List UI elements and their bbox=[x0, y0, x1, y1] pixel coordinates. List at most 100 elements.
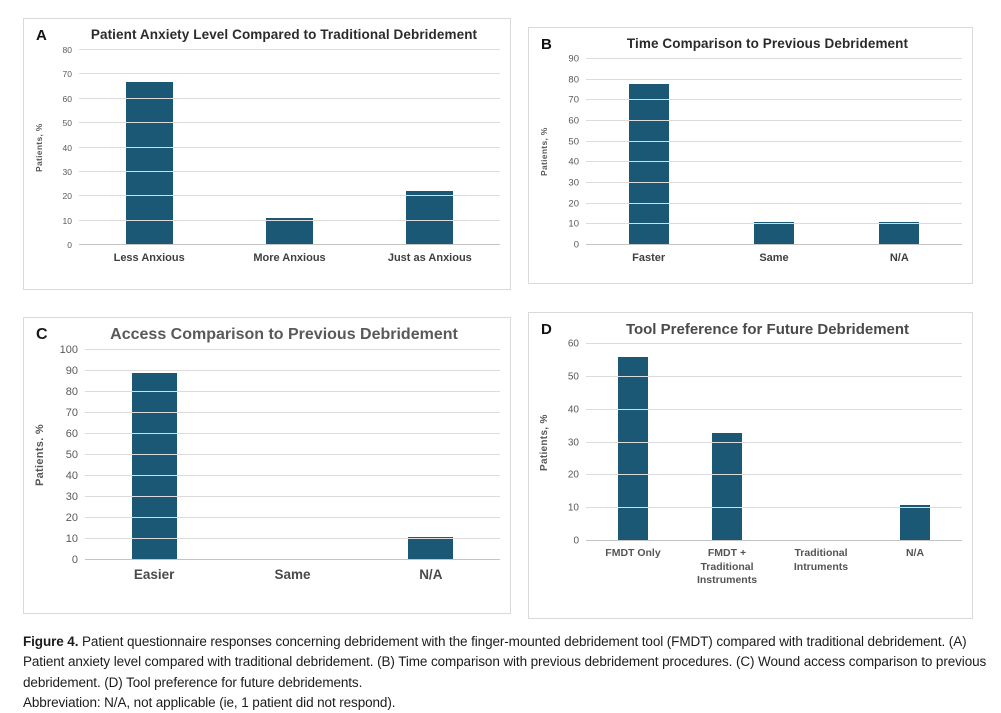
y-tick-label: 40 bbox=[65, 470, 78, 482]
caption-lead: Figure 4. bbox=[23, 634, 79, 649]
gridline bbox=[586, 161, 962, 163]
category-labels: Less Anxious More Anxious Just as Anxious bbox=[79, 251, 500, 265]
bars bbox=[79, 50, 500, 245]
y-tick-label: 40 bbox=[567, 404, 579, 416]
gridline bbox=[586, 58, 962, 59]
bar bbox=[900, 504, 930, 541]
bars bbox=[586, 344, 962, 541]
gridline bbox=[586, 343, 962, 344]
gridline bbox=[79, 97, 500, 99]
y-tick-label: 40 bbox=[568, 156, 579, 168]
gridline bbox=[85, 475, 500, 476]
gridline bbox=[85, 433, 500, 434]
y-tick-label: 80 bbox=[65, 386, 78, 398]
panel-letter-b: B bbox=[541, 36, 552, 53]
y-tick-label: 10 bbox=[568, 218, 579, 230]
chart-body: Patients, % 0 10 20 30 40 50 60 FMDT Only FMDT … bbox=[539, 339, 962, 588]
panel-letter-a: A bbox=[36, 27, 47, 44]
bar-column bbox=[774, 344, 868, 541]
gridline bbox=[79, 219, 500, 221]
gridline bbox=[586, 78, 962, 80]
y-tick-label: 50 bbox=[567, 371, 579, 383]
plot-area bbox=[79, 49, 500, 245]
y-tick-label: 90 bbox=[568, 53, 579, 65]
plot-column: FMDT Only FMDT + Traditional Instruments T… bbox=[586, 343, 962, 588]
y-tick-label: 10 bbox=[62, 215, 72, 226]
y-tick-label: 50 bbox=[568, 136, 579, 148]
bar bbox=[879, 222, 920, 245]
panel-c: C Access Comparison to Previous Debridem… bbox=[23, 317, 511, 614]
bar-column bbox=[362, 350, 500, 560]
figure-caption: Figure 4. Patient questionnaire response… bbox=[23, 632, 988, 713]
panel-letter-c: C bbox=[36, 326, 48, 343]
bar bbox=[131, 373, 177, 560]
y-tick-label: 10 bbox=[567, 502, 579, 514]
bar-column bbox=[586, 344, 680, 541]
panel-d-header: D Tool Preference for Future Debridement bbox=[539, 321, 962, 338]
gridline bbox=[586, 540, 962, 541]
gridline bbox=[79, 49, 500, 50]
y-tick-label: 70 bbox=[65, 407, 78, 419]
category-labels: FMDT Only FMDT + Traditional Instruments T… bbox=[586, 547, 962, 588]
plot-column: Less Anxious More Anxious Just as Anxious bbox=[79, 49, 500, 265]
plot-area bbox=[586, 343, 962, 541]
bar-column bbox=[360, 50, 500, 245]
chart-title-b: Time Comparison to Previous Debridement bbox=[626, 36, 909, 51]
plot-area bbox=[85, 349, 500, 560]
abbreviation-note: Abbreviation: N/A, not applicable (ie, 1… bbox=[23, 694, 396, 710]
chart-body: Patients. % 0 10 20 30 40 50 60 70 80 90 100 Easie… bbox=[34, 344, 500, 584]
panel-b-header: B Time Comparison to Previous Debridemen… bbox=[539, 36, 962, 53]
category-label: FMDT Only bbox=[605, 547, 661, 559]
category-label: Easier bbox=[133, 567, 175, 582]
y-tick-label: 70 bbox=[62, 69, 72, 80]
gridline bbox=[586, 120, 962, 121]
bar-column bbox=[223, 350, 361, 560]
bar-chart-b: Patients, % 0 10 20 30 40 50 60 70 80 90 Faster Sa… bbox=[539, 54, 962, 265]
bar-chart-c: Patients. % 0 10 20 30 40 50 60 70 80 90 100 Easie… bbox=[34, 344, 500, 584]
y-tick-label: 30 bbox=[62, 166, 72, 177]
gridline bbox=[586, 182, 962, 183]
y-tick-label: 20 bbox=[65, 512, 78, 524]
gridline bbox=[586, 441, 962, 443]
gridline bbox=[586, 408, 962, 410]
gridline bbox=[79, 122, 500, 124]
panel-d: D Tool Preference for Future Debridement… bbox=[528, 312, 973, 619]
gridline bbox=[586, 474, 962, 476]
gridline bbox=[79, 170, 500, 172]
y-tick-label: 20 bbox=[568, 198, 579, 210]
y-axis-label: Patients, % bbox=[539, 127, 549, 177]
panel-c-header: C Access Comparison to Previous Debridem… bbox=[34, 326, 500, 344]
bar-column bbox=[586, 59, 711, 245]
bar-chart-d: Patients, % 0 10 20 30 40 50 60 FMDT Only FMDT … bbox=[539, 339, 962, 588]
y-axis-label: Patients. % bbox=[34, 424, 46, 486]
y-axis-ticks: 0 10 20 30 40 50 60 bbox=[554, 339, 586, 547]
chart-grid: A Patient Anxiety Level Compared to Trad… bbox=[23, 18, 973, 619]
y-tick-label: 80 bbox=[62, 45, 72, 55]
gridline bbox=[85, 496, 500, 497]
gridline bbox=[79, 146, 500, 148]
gridline bbox=[586, 140, 962, 142]
panel-letter-d: D bbox=[541, 321, 552, 338]
y-tick-label: 60 bbox=[65, 428, 78, 440]
bar bbox=[406, 191, 454, 245]
caption-body: Patient questionnaire responses concerni… bbox=[23, 634, 987, 690]
bar bbox=[618, 357, 648, 541]
bar bbox=[628, 83, 669, 245]
y-tick-label: 0 bbox=[67, 240, 72, 250]
y-tick-label: 0 bbox=[573, 239, 579, 251]
y-tick-label: 100 bbox=[59, 344, 78, 356]
gridline bbox=[85, 391, 500, 392]
gridline bbox=[586, 244, 962, 245]
y-axis-ticks: 0 10 20 30 40 50 60 70 80 90 100 bbox=[49, 344, 85, 566]
bar-chart-a: Patients, % 0 10 20 30 40 50 60 70 80 Less Anxio… bbox=[34, 45, 500, 265]
bar-column bbox=[219, 50, 359, 245]
y-tick-label: 0 bbox=[71, 554, 78, 566]
chart-title-d: Tool Preference for Future Debridement bbox=[625, 321, 910, 338]
bar bbox=[125, 81, 173, 245]
y-tick-label: 60 bbox=[62, 93, 72, 104]
category-label: Traditional Intruments bbox=[793, 547, 849, 573]
y-tick-label: 0 bbox=[573, 535, 579, 547]
y-axis-label: Patients, % bbox=[34, 123, 44, 172]
bar bbox=[712, 432, 742, 541]
category-label: Same bbox=[759, 252, 789, 264]
